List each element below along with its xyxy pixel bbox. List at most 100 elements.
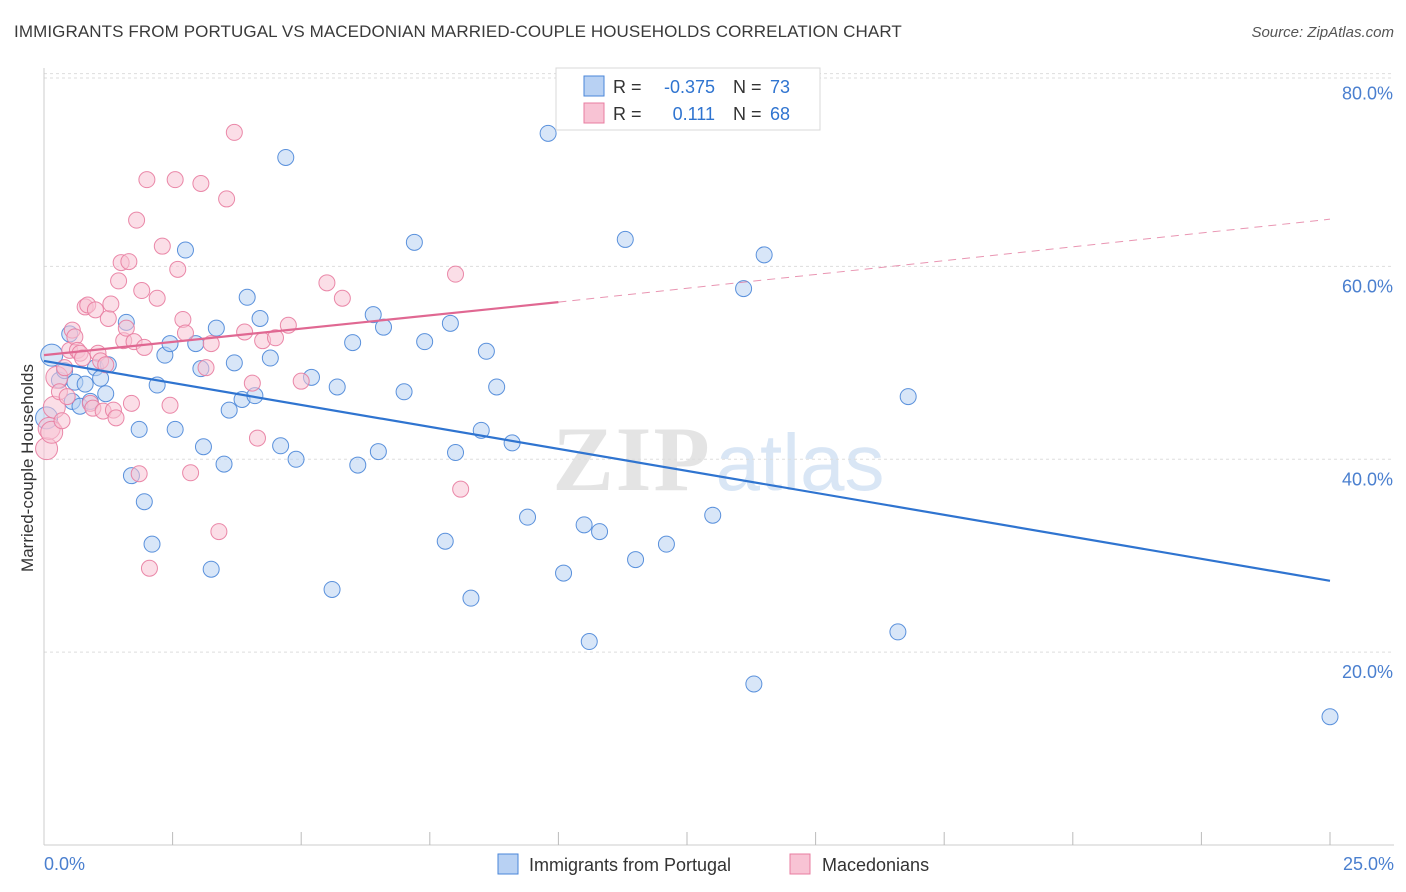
scatter-point: [215, 455, 233, 473]
scatter-point: [248, 429, 266, 447]
scatter-point: [53, 412, 71, 430]
scatter-point: [477, 342, 495, 360]
scatter-point: [176, 324, 194, 342]
scatter-point: [1321, 708, 1339, 726]
scatter-point: [225, 354, 243, 372]
scatter-point: [575, 516, 593, 534]
scatter-point: [395, 383, 413, 401]
x-axis-ticks: [172, 832, 1331, 845]
scatter-point: [202, 560, 220, 578]
scatter-point: [197, 359, 215, 377]
scatter-point: [462, 589, 480, 607]
gridlines: [44, 73, 1394, 653]
scatter-point: [323, 580, 341, 598]
scatter-point: [243, 374, 261, 392]
scatter-point: [745, 675, 763, 693]
scatter-point: [287, 450, 305, 468]
scatter-point: [135, 338, 153, 356]
x-tick-label-max: 25.0%: [1343, 854, 1394, 874]
stats-r-value-blue: -0.375: [664, 77, 715, 97]
scatter-point: [135, 493, 153, 511]
scatter-point: [349, 456, 367, 474]
scatter-point: [161, 396, 179, 414]
legend-label-portugal: Immigrants from Portugal: [529, 855, 731, 875]
y-tick-label: 60.0%: [1342, 276, 1393, 296]
scatter-point: [539, 124, 557, 142]
scatter-point: [102, 295, 120, 313]
trend-line-macedonians: [43, 301, 559, 357]
stats-n-label-blue: N =: [733, 77, 762, 97]
series-legend: Immigrants from Portugal Macedonians: [497, 853, 929, 875]
stats-r-label-blue: R =: [613, 77, 642, 97]
scatter-point: [405, 233, 423, 251]
scatter-point: [56, 359, 74, 377]
scatter-point: [328, 378, 346, 396]
scatter-point: [333, 289, 351, 307]
scatter-point: [138, 171, 156, 189]
scatter-point: [107, 409, 125, 427]
scatter-point: [182, 464, 200, 482]
legend-label-macedonians: Macedonians: [822, 855, 929, 875]
scatter-point: [889, 623, 907, 641]
scatter-point: [130, 465, 148, 483]
scatter-point: [97, 385, 115, 403]
scatter-point: [735, 280, 753, 298]
scatter-point: [238, 288, 256, 306]
scatter-point: [251, 310, 269, 327]
scatter-point: [364, 306, 382, 324]
stats-swatch-blue: [583, 75, 605, 97]
scatter-point: [416, 333, 434, 351]
scatter-point: [580, 633, 598, 651]
scatter-point: [591, 523, 609, 541]
y-tick-label: 40.0%: [1342, 469, 1393, 489]
scatter-point: [657, 535, 675, 553]
series-portugal-points: [35, 124, 1339, 726]
scatter-point: [755, 246, 773, 264]
scatter-point: [120, 253, 138, 271]
scatter-point: [202, 335, 220, 353]
scatter-point: [218, 190, 236, 208]
y-axis-tick-labels: 20.0% 40.0% 60.0% 80.0%: [1342, 84, 1393, 683]
scatter-point: [74, 349, 92, 367]
legend-swatch-macedonians: [789, 853, 811, 875]
scatter-point: [318, 274, 336, 292]
scatter-point: [555, 564, 573, 582]
scatter-point: [704, 506, 722, 524]
scatter-point: [261, 349, 279, 367]
scatter-point: [143, 535, 161, 553]
scatter-point: [369, 443, 387, 461]
source-credit: Source: ZipAtlas.com: [1251, 24, 1394, 41]
scatter-point: [627, 551, 645, 569]
scatter-point: [117, 319, 135, 337]
scatter-point: [86, 301, 104, 319]
chart-title: IMMIGRANTS FROM PORTUGAL VS MACEDONIAN M…: [14, 22, 902, 41]
scatter-point: [166, 171, 184, 189]
scatter-point: [128, 211, 146, 229]
scatter-point: [225, 123, 243, 141]
stats-r-value-pink: 0.111: [673, 104, 715, 124]
scatter-point: [176, 241, 194, 259]
scatter-point: [616, 230, 634, 248]
stats-n-value-pink: 68: [770, 104, 790, 124]
scatter-point: [266, 329, 284, 347]
scatter-point: [166, 420, 184, 438]
trend-line-macedonians-extrapolated: [558, 218, 1331, 303]
scatter-point: [169, 260, 187, 278]
y-tick-label: 80.0%: [1342, 84, 1393, 104]
scatter-point: [76, 375, 94, 393]
stats-r-label-pink: R =: [613, 104, 642, 124]
scatter-point: [292, 372, 310, 390]
legend-swatch-portugal: [497, 853, 519, 875]
stats-n-value-blue: 73: [770, 77, 790, 97]
scatter-point: [220, 401, 238, 419]
scatter-point: [207, 319, 225, 337]
scatter-point: [58, 388, 76, 406]
scatter-point: [210, 523, 228, 541]
scatter-point: [441, 314, 459, 332]
scatter-point: [447, 444, 465, 462]
scatter-point: [122, 394, 140, 412]
stats-n-label-pink: N =: [733, 104, 762, 124]
scatter-point: [277, 148, 295, 166]
scatter-point: [148, 289, 166, 307]
